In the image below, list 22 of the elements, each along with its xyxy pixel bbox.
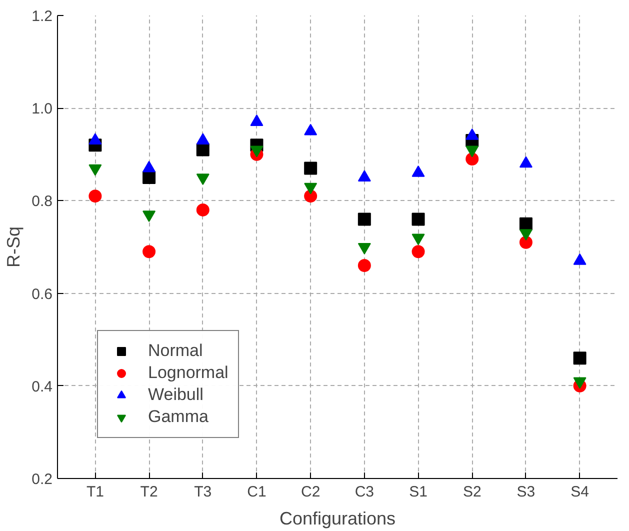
legend-label: Normal bbox=[148, 341, 203, 361]
y-tick-label: 1.2 bbox=[32, 8, 53, 25]
x-tick-label: S4 bbox=[570, 484, 589, 500]
x-tick-label: T1 bbox=[86, 484, 104, 500]
y-tick-label: 0.8 bbox=[32, 193, 53, 210]
x-tick-label: T3 bbox=[194, 484, 212, 500]
legend-label: Lognormal bbox=[148, 363, 228, 383]
x-tick-label: C2 bbox=[300, 484, 320, 500]
y-tick-label: 1.0 bbox=[32, 100, 53, 118]
x-axis-title: Configurations bbox=[279, 508, 396, 528]
legend-label: Weibull bbox=[148, 385, 204, 405]
x-tick-label: T2 bbox=[140, 484, 158, 500]
x-tick-label: S2 bbox=[462, 484, 482, 500]
x-tick-label: S3 bbox=[516, 484, 536, 500]
x-tick-label: C1 bbox=[247, 484, 266, 500]
y-tick-label: 0.2 bbox=[32, 471, 53, 488]
x-tick-label: C3 bbox=[354, 484, 374, 500]
y-tick-label: 0.4 bbox=[32, 378, 53, 396]
legend-label: Gamma bbox=[148, 407, 208, 427]
y-tick-label: 0.6 bbox=[32, 286, 53, 303]
y-axis-title: R-Sq bbox=[4, 226, 24, 268]
x-tick-label: S1 bbox=[409, 484, 428, 500]
